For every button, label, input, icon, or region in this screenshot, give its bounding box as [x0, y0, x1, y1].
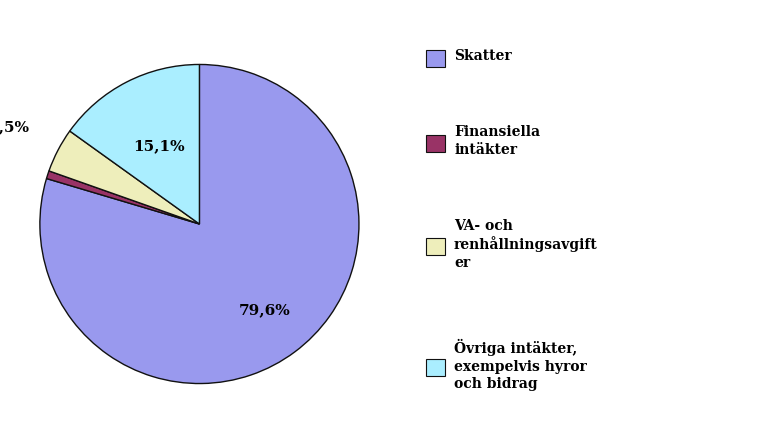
- Text: 79,6%: 79,6%: [239, 303, 291, 317]
- Text: Finansiella
intäkter: Finansiella intäkter: [454, 125, 540, 157]
- Text: VA- och
renhållningsavgift
er: VA- och renhållningsavgift er: [454, 219, 597, 270]
- Wedge shape: [70, 65, 199, 224]
- Text: 15,1%: 15,1%: [133, 139, 185, 153]
- Wedge shape: [40, 65, 359, 383]
- Text: 4,5%: 4,5%: [0, 121, 30, 134]
- Wedge shape: [49, 131, 199, 224]
- Wedge shape: [47, 171, 199, 224]
- Text: Övriga intäkter,
exempelvis hyror
och bidrag: Övriga intäkter, exempelvis hyror och bi…: [454, 339, 587, 391]
- Text: Skatter: Skatter: [454, 49, 512, 63]
